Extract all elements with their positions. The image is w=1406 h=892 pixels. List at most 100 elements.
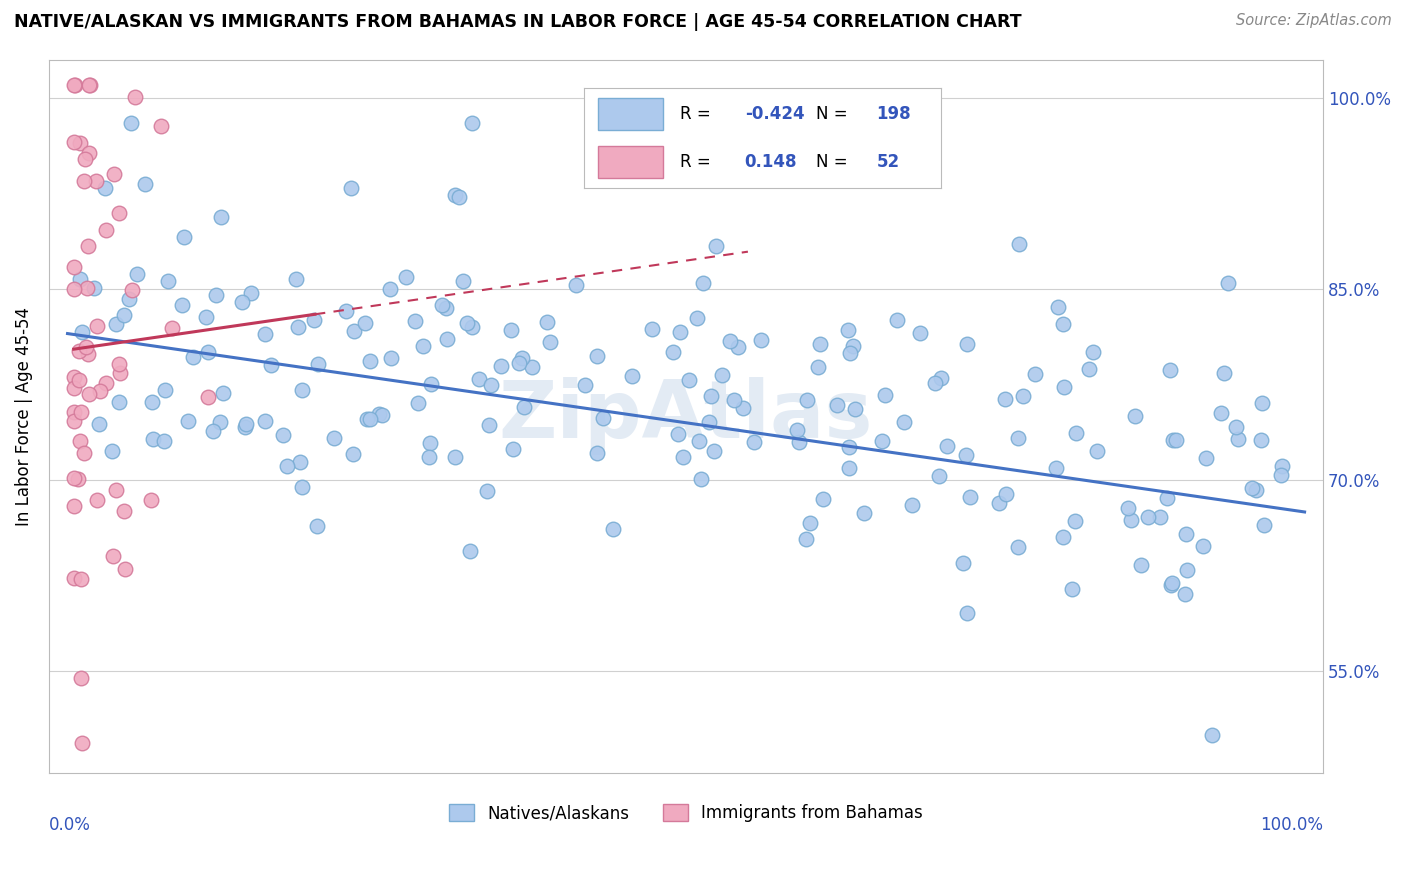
Point	[1116, 500, 1139, 515]
Point	[307, 357, 329, 371]
Point	[1137, 509, 1160, 524]
Point	[1130, 558, 1153, 573]
Point	[67, 344, 90, 359]
Point	[209, 210, 232, 224]
Point	[73, 446, 96, 460]
Point	[395, 269, 418, 284]
Point	[692, 276, 714, 290]
Point	[481, 378, 503, 392]
Point	[929, 371, 952, 385]
Point	[77, 78, 100, 92]
Point	[1024, 367, 1046, 381]
Point	[124, 90, 146, 104]
Legend: Natives/Alaskans, Immigrants from Bahamas: Natives/Alaskans, Immigrants from Bahama…	[443, 797, 929, 829]
Point	[288, 455, 311, 469]
Point	[1166, 434, 1188, 448]
Point	[378, 282, 401, 296]
Point	[1064, 425, 1087, 440]
Point	[63, 571, 86, 585]
Point	[1007, 541, 1029, 555]
Point	[936, 439, 959, 453]
Point	[141, 395, 163, 409]
Point	[668, 427, 690, 442]
Point	[811, 491, 834, 506]
Point	[62, 381, 84, 395]
Point	[842, 339, 865, 353]
Point	[406, 396, 429, 410]
Point	[838, 461, 860, 475]
Point	[194, 310, 217, 325]
Point	[1156, 491, 1178, 506]
Point	[112, 503, 135, 517]
Point	[67, 373, 90, 387]
Point	[160, 320, 183, 334]
Point	[87, 417, 110, 432]
Point	[73, 153, 96, 167]
Point	[1053, 380, 1076, 394]
Point	[62, 471, 84, 485]
Point	[70, 326, 93, 340]
Point	[70, 572, 93, 586]
Point	[412, 339, 434, 353]
Point	[70, 736, 93, 750]
Point	[1052, 317, 1074, 331]
Point	[356, 412, 378, 426]
Point	[796, 392, 818, 407]
Point	[952, 556, 974, 570]
Point	[69, 272, 91, 286]
Point	[512, 351, 534, 366]
Point	[62, 260, 84, 274]
Point	[522, 360, 544, 375]
Point	[419, 435, 441, 450]
Point	[994, 392, 1017, 406]
Point	[70, 404, 93, 418]
Point	[955, 448, 977, 462]
Point	[699, 389, 721, 403]
Point	[177, 414, 200, 428]
Point	[253, 326, 276, 341]
Point	[108, 366, 131, 380]
Point	[443, 188, 465, 202]
Point	[956, 606, 979, 620]
Point	[340, 181, 363, 195]
Point	[1270, 468, 1292, 483]
Point	[852, 506, 875, 520]
Text: NATIVE/ALASKAN VS IMMIGRANTS FROM BAHAMAS IN LABOR FORCE | AGE 45-54 CORRELATION: NATIVE/ALASKAN VS IMMIGRANTS FROM BAHAMA…	[14, 13, 1022, 31]
Point	[585, 350, 607, 364]
Point	[703, 443, 725, 458]
Point	[477, 483, 499, 498]
Point	[1225, 419, 1247, 434]
Point	[62, 413, 84, 427]
Point	[1241, 481, 1264, 495]
Point	[959, 490, 981, 504]
Point	[253, 414, 276, 428]
Point	[1213, 367, 1236, 381]
Point	[786, 423, 808, 437]
Point	[678, 373, 700, 387]
Point	[291, 383, 314, 397]
Point	[62, 78, 84, 92]
Point	[685, 311, 707, 326]
Point	[209, 416, 232, 430]
Point	[1250, 396, 1272, 410]
Point	[62, 405, 84, 419]
Point	[799, 516, 821, 531]
Point	[808, 336, 831, 351]
Point	[240, 285, 263, 300]
Point	[1149, 509, 1171, 524]
Point	[621, 369, 644, 384]
Point	[592, 411, 614, 425]
Point	[62, 499, 84, 513]
Point	[197, 344, 219, 359]
Point	[742, 434, 765, 449]
Point	[1175, 527, 1198, 541]
Point	[120, 116, 142, 130]
Point	[1085, 443, 1108, 458]
Point	[183, 350, 205, 364]
Point	[233, 420, 256, 434]
Y-axis label: In Labor Force | Age 45-54: In Labor Force | Age 45-54	[15, 307, 32, 526]
Point	[101, 549, 124, 563]
Point	[1195, 451, 1218, 466]
Point	[335, 303, 357, 318]
Point	[723, 393, 745, 408]
